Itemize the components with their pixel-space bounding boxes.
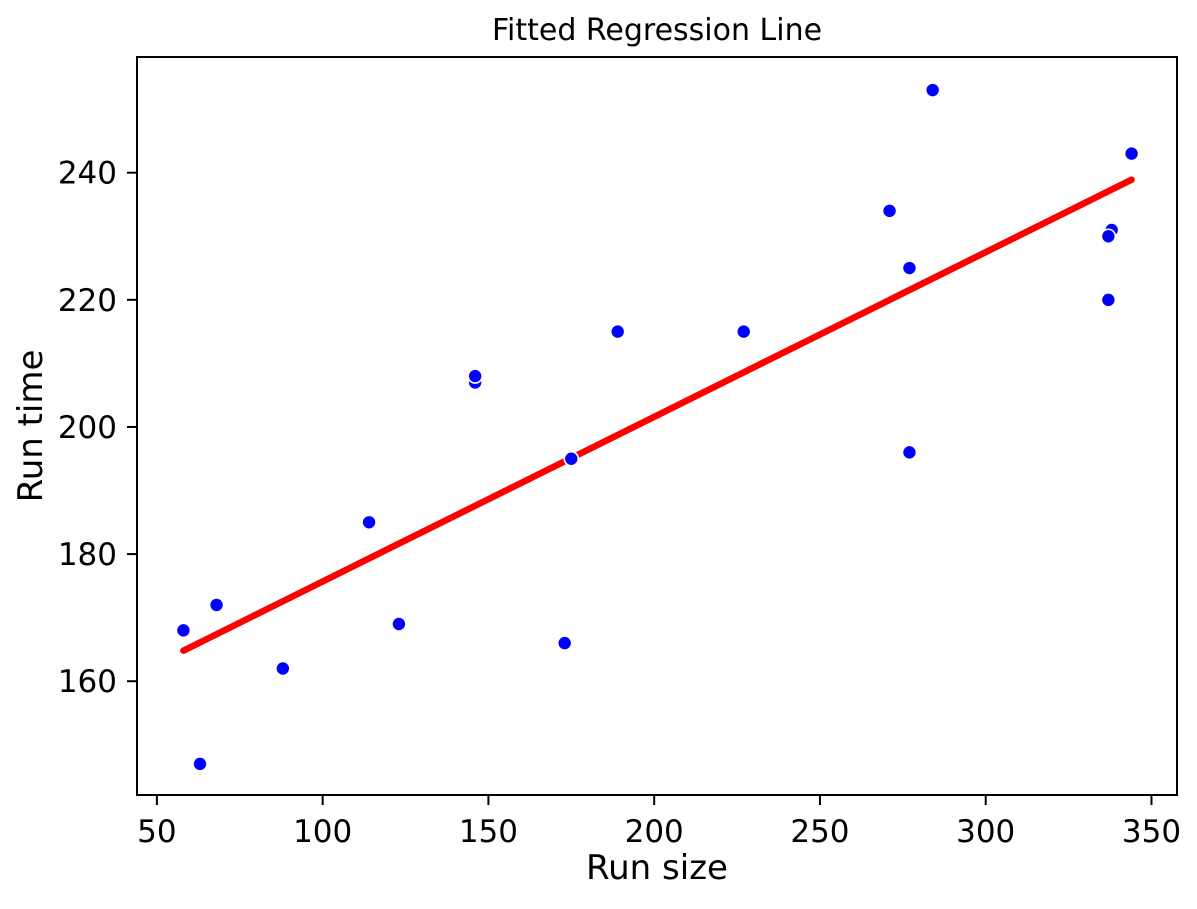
axis-spines (136, 56, 1178, 796)
scatter-point (391, 616, 407, 632)
y-tick-label: 200 (58, 410, 117, 446)
chart-title: Fitted Regression Line (492, 13, 822, 48)
y-tick-label: 160 (58, 664, 117, 700)
x-axis-label: Run size (586, 848, 728, 888)
scatter-point (924, 82, 941, 98)
scatter-point (563, 450, 580, 467)
x-tick-label: 300 (956, 814, 1015, 850)
x-tick-label: 50 (137, 814, 176, 850)
scatter-point (901, 444, 918, 461)
scatter-point (735, 323, 752, 340)
scatter-point (1123, 145, 1140, 162)
scatter-point (1100, 292, 1117, 308)
scatter-point (609, 323, 626, 340)
scatter-point (901, 260, 918, 276)
scatter-point (175, 622, 192, 639)
scatter-point (361, 514, 377, 531)
scatter-point (467, 368, 483, 384)
fitted-regression-line (180, 176, 1135, 654)
y-tick-label: 180 (58, 537, 117, 573)
scatter-point (556, 635, 573, 651)
scatter-point (1100, 228, 1117, 245)
scatter-point (192, 756, 208, 772)
y-axis-label: Run time (11, 350, 51, 503)
y-tick-label: 240 (58, 156, 117, 192)
y-tick-label: 220 (58, 283, 117, 319)
x-tick-label: 100 (293, 814, 352, 850)
x-tick-label: 200 (625, 814, 684, 850)
x-tick-label: 250 (790, 814, 849, 850)
scatter-point (275, 660, 291, 677)
x-tick-label: 150 (459, 814, 518, 850)
x-tick-label: 350 (1122, 814, 1181, 850)
scatter-point (881, 203, 898, 219)
scatter-point (208, 597, 225, 613)
